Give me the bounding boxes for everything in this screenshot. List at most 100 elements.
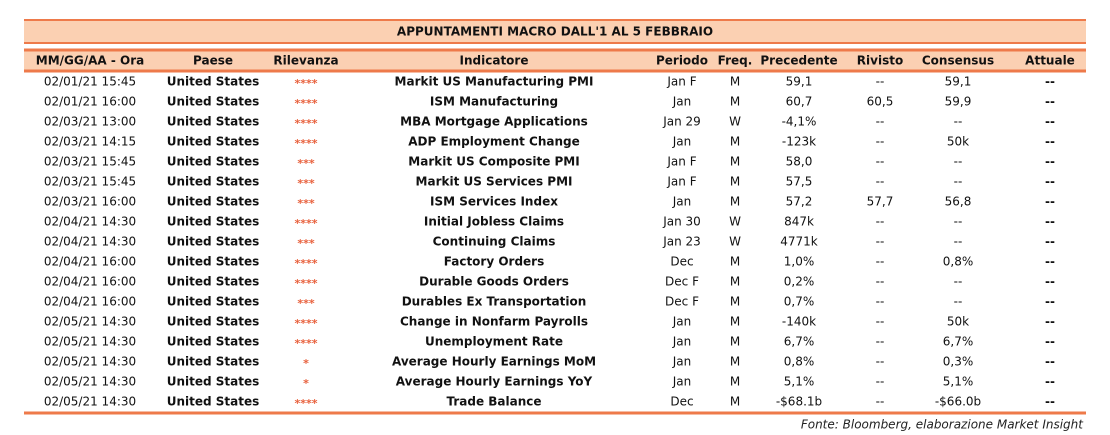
previous-cell: 0,2%	[784, 275, 815, 289]
relevance-cell: ****	[294, 137, 317, 150]
indicator-cell: Average Hourly Earnings MoM	[392, 355, 596, 369]
consensus-cell: 59,9	[945, 95, 972, 109]
period-cell: Dec F	[665, 275, 699, 289]
source: Fonte: Bloomberg, elaborazione Market In…	[801, 418, 1084, 432]
time-cell: 02/05/21 14:30	[44, 395, 136, 409]
frequency-cell: M	[730, 355, 740, 369]
column-header: Periodo	[656, 54, 708, 68]
indicator-cell: Markit US Manufacturing PMI	[395, 75, 594, 89]
indicator-cell: ADP Employment Change	[408, 135, 580, 149]
time-cell: 02/05/21 14:30	[44, 315, 136, 329]
frequency-cell: M	[730, 295, 740, 309]
period-cell: Dec	[670, 395, 693, 409]
column-header: Freq.	[718, 54, 753, 68]
revised-cell: --	[876, 335, 885, 349]
relevance-cell: *	[303, 357, 309, 370]
period-cell: Jan F	[666, 155, 696, 169]
indicator-cell: Continuing Claims	[433, 235, 556, 249]
actual-cell: --	[1045, 395, 1055, 409]
actual-cell: --	[1045, 155, 1055, 169]
country-cell: United States	[167, 315, 260, 329]
time-cell: 02/03/21 14:15	[44, 135, 136, 149]
actual-cell: --	[1045, 315, 1055, 329]
title: APPUNTAMENTI MACRO DALL'1 AL 5 FEBBRAIO	[397, 25, 713, 39]
actual-cell: --	[1045, 275, 1055, 289]
period-cell: Jan F	[666, 75, 696, 89]
revised-cell: --	[876, 215, 885, 229]
consensus-cell: 59,1	[945, 75, 972, 89]
relevance-cell: *	[303, 377, 309, 390]
header-band	[24, 50, 1086, 71]
period-cell: Jan	[672, 355, 692, 369]
time-cell: 02/04/21 16:00	[44, 295, 136, 309]
revised-cell: --	[876, 175, 885, 189]
indicator-cell: Initial Jobless Claims	[424, 215, 564, 229]
country-cell: United States	[167, 195, 260, 209]
consensus-cell: --	[954, 275, 963, 289]
indicator-cell: MBA Mortgage Applications	[400, 115, 588, 129]
actual-cell: --	[1045, 355, 1055, 369]
actual-cell: --	[1045, 295, 1055, 309]
country-cell: United States	[167, 135, 260, 149]
period-cell: Jan	[672, 195, 692, 209]
time-cell: 02/05/21 14:30	[44, 355, 136, 369]
actual-cell: --	[1045, 375, 1055, 389]
previous-cell: 0,7%	[784, 295, 815, 309]
previous-cell: 59,1	[786, 75, 813, 89]
revised-cell: --	[876, 135, 885, 149]
indicator-cell: ISM Services Index	[430, 195, 558, 209]
consensus-cell: 56,8	[945, 195, 972, 209]
consensus-cell: 6,7%	[943, 335, 974, 349]
revised-cell: --	[876, 355, 885, 369]
frequency-cell: W	[729, 235, 741, 249]
actual-cell: --	[1045, 175, 1055, 189]
country-cell: United States	[167, 355, 260, 369]
column-header: Precedente	[760, 54, 837, 68]
relevance-cell: ****	[294, 337, 317, 350]
actual-cell: --	[1045, 135, 1055, 149]
actual-cell: --	[1045, 195, 1055, 209]
time-cell: 02/03/21 16:00	[44, 195, 136, 209]
country-cell: United States	[167, 295, 260, 309]
time-cell: 02/03/21 13:00	[44, 115, 136, 129]
country-cell: United States	[167, 255, 260, 269]
previous-cell: -140k	[782, 315, 816, 329]
relevance-cell: ****	[294, 317, 317, 330]
time-cell: 02/01/21 15:45	[44, 75, 136, 89]
column-header: MM/GG/AA - Ora	[36, 54, 144, 68]
previous-cell: 6,7%	[784, 335, 815, 349]
frequency-cell: M	[730, 395, 740, 409]
frequency-cell: M	[730, 255, 740, 269]
period-cell: Jan	[672, 315, 692, 329]
frequency-cell: M	[730, 135, 740, 149]
relevance-cell: ***	[297, 237, 315, 250]
revised-cell: --	[876, 235, 885, 249]
indicator-cell: Unemployment Rate	[425, 335, 563, 349]
actual-cell: --	[1045, 235, 1055, 249]
previous-cell: 5,1%	[784, 375, 815, 389]
consensus-cell: --	[954, 295, 963, 309]
time-cell: 02/03/21 15:45	[44, 155, 136, 169]
time-cell: 02/04/21 14:30	[44, 215, 136, 229]
indicator-cell: ISM Manufacturing	[430, 95, 558, 109]
country-cell: United States	[167, 375, 260, 389]
consensus-cell: 50k	[947, 315, 969, 329]
previous-cell: 1,0%	[784, 255, 815, 269]
relevance-cell: ****	[294, 117, 317, 130]
period-cell: Jan	[672, 375, 692, 389]
consensus-cell: --	[954, 215, 963, 229]
previous-cell: 58,0	[786, 155, 813, 169]
relevance-cell: ****	[294, 97, 317, 110]
country-cell: United States	[167, 75, 260, 89]
column-header: Consensus	[922, 54, 994, 68]
frequency-cell: M	[730, 95, 740, 109]
relevance-cell: ***	[297, 157, 315, 170]
revised-cell: --	[876, 255, 885, 269]
consensus-cell: 50k	[947, 135, 969, 149]
revised-cell: --	[876, 275, 885, 289]
column-header: Attuale	[1025, 54, 1075, 68]
actual-cell: --	[1045, 115, 1055, 129]
previous-cell: -4,1%	[782, 115, 817, 129]
country-cell: United States	[167, 275, 260, 289]
